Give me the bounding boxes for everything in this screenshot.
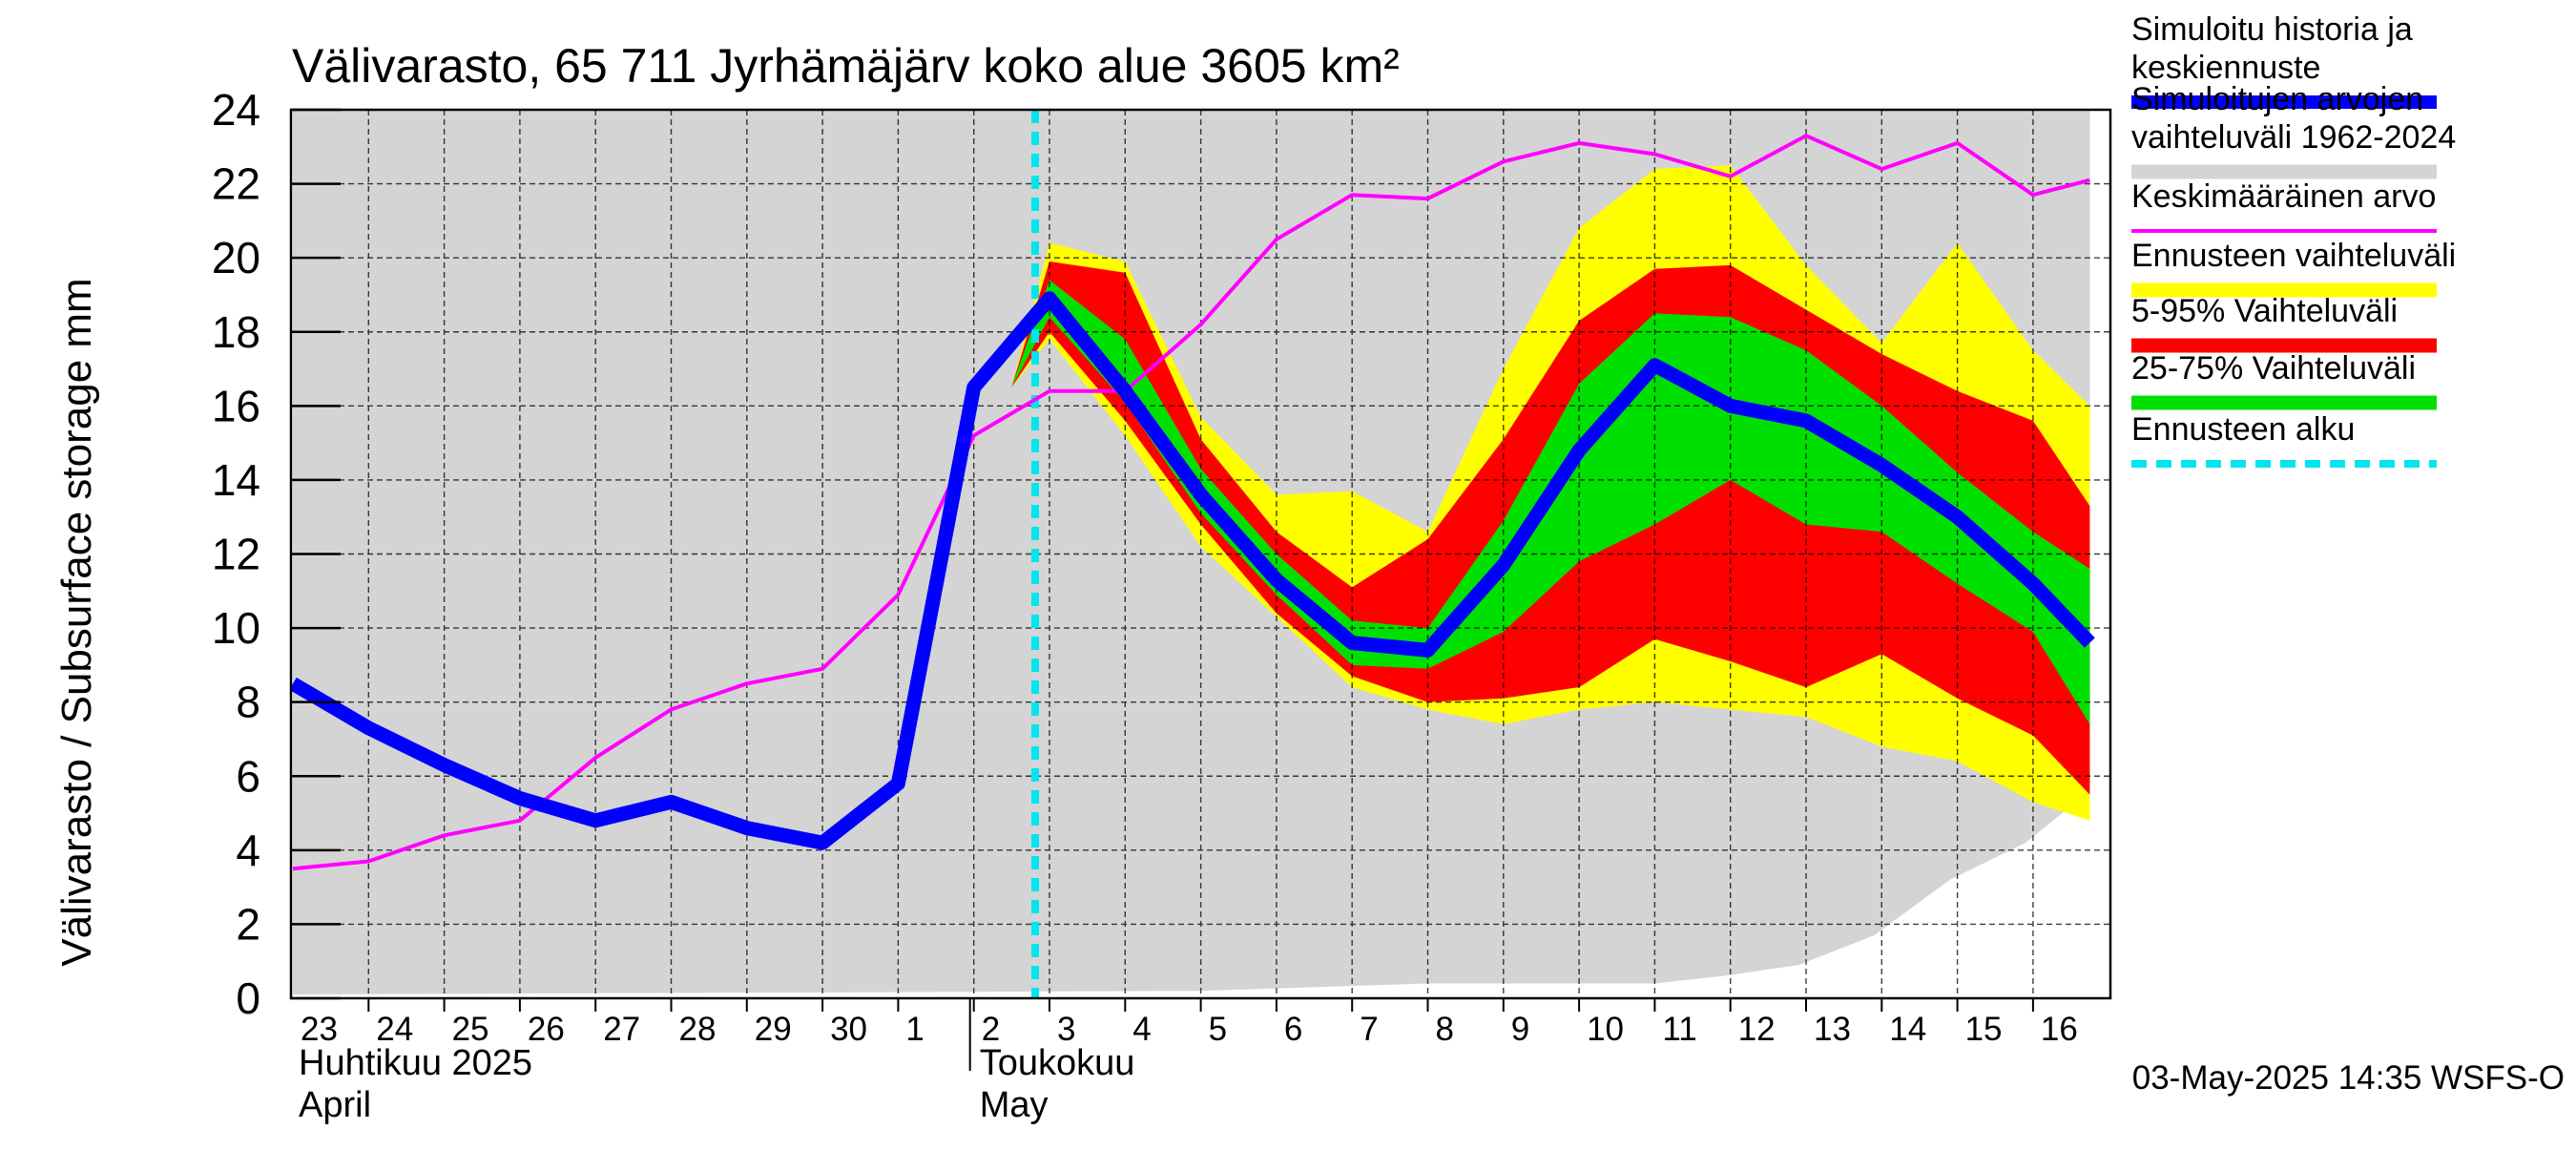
y-tick-label: 24 bbox=[212, 85, 260, 135]
x-tick-label: 9 bbox=[1511, 1011, 1529, 1048]
bands-group bbox=[293, 110, 2090, 995]
y-tick-label: 6 bbox=[236, 751, 260, 801]
x-tick-label: 2 bbox=[982, 1011, 1000, 1048]
y-axis-label: Välivarasto / Subsurface storage mm bbox=[53, 278, 100, 966]
lines-group bbox=[291, 134, 2095, 871]
x-tick-label: 24 bbox=[376, 1011, 413, 1048]
month-label-en: May bbox=[980, 1085, 1049, 1125]
y-tick-label: 14 bbox=[212, 455, 260, 505]
month-label-fi: Huhtikuu 2025 bbox=[299, 1043, 532, 1083]
month-label-en: April bbox=[299, 1085, 371, 1125]
x-tick-label: 16 bbox=[2041, 1011, 2078, 1048]
x-tick-label: 1 bbox=[905, 1011, 924, 1048]
legend-item-3: Ennusteen vaihteluväli bbox=[2131, 238, 2456, 298]
x-tick-label: 15 bbox=[1965, 1011, 2003, 1048]
legend-item-2: Keskimääräinen arvo bbox=[2131, 178, 2437, 233]
y-tick-label: 4 bbox=[236, 826, 260, 875]
y-tick-label: 20 bbox=[212, 233, 260, 282]
y-tick-label: 16 bbox=[212, 381, 260, 430]
x-tick-label: 4 bbox=[1132, 1011, 1151, 1048]
x-tick-label: 28 bbox=[679, 1011, 717, 1048]
legend-item-5: 25-75% Vaihteluväli bbox=[2131, 350, 2437, 410]
legend: Simuloitu historia jakeskiennusteSimuloi… bbox=[2131, 11, 2456, 468]
y-tick-label: 10 bbox=[212, 603, 260, 653]
legend-item-4: 5-95% Vaihteluväli bbox=[2131, 293, 2437, 353]
x-tick-label: 12 bbox=[1738, 1011, 1776, 1048]
y-tick-label: 8 bbox=[236, 678, 260, 727]
x-tick-label: 29 bbox=[755, 1011, 792, 1048]
x-tick-label: 3 bbox=[1057, 1011, 1075, 1048]
legend-label: vaihteluväli 1962-2024 bbox=[2131, 119, 2456, 156]
y-tick-label: 0 bbox=[236, 973, 260, 1023]
x-tick-label: 23 bbox=[301, 1011, 338, 1048]
x-tick-label: 7 bbox=[1360, 1011, 1378, 1048]
x-tick-label: 26 bbox=[528, 1011, 565, 1048]
series-line-1 bbox=[291, 291, 2095, 850]
legend-label: Ennusteen vaihteluväli bbox=[2131, 238, 2456, 274]
legend-label: Simuloitu historia ja bbox=[2131, 11, 2413, 48]
legend-label: 5-95% Vaihteluväli bbox=[2131, 293, 2398, 329]
legend-label: Ennusteen alku bbox=[2131, 411, 2355, 448]
x-tick-label: 30 bbox=[830, 1011, 867, 1048]
y-tick-label: 12 bbox=[212, 530, 260, 579]
series-line-0 bbox=[292, 134, 2090, 871]
x-tick-label: 13 bbox=[1814, 1011, 1851, 1048]
x-tick-label: 8 bbox=[1436, 1011, 1454, 1048]
legend-label: Keskimääräinen arvo bbox=[2131, 178, 2436, 215]
x-tick-label: 10 bbox=[1587, 1011, 1624, 1048]
legend-label: Simuloitujen arvojen bbox=[2131, 81, 2423, 117]
x-tick-label: 14 bbox=[1889, 1011, 1926, 1048]
x-tick-label: 27 bbox=[603, 1011, 640, 1048]
chart-title: Välivarasto, 65 711 Jyrhämäjärv koko alu… bbox=[292, 39, 1400, 93]
y-tick-label: 18 bbox=[212, 307, 260, 357]
x-tick-label: 5 bbox=[1209, 1011, 1227, 1048]
legend-label: 25-75% Vaihteluväli bbox=[2131, 350, 2416, 387]
legend-item-6: Ennusteen alku bbox=[2131, 411, 2437, 468]
month-label-fi: Toukokuu bbox=[980, 1043, 1135, 1083]
legend-label: keskiennuste bbox=[2131, 50, 2320, 86]
x-tick-label: 11 bbox=[1662, 1011, 1696, 1048]
y-tick-label: 2 bbox=[236, 899, 260, 949]
x-tick-label: 6 bbox=[1284, 1011, 1302, 1048]
timestamp: 03-May-2025 14:35 WSFS-O bbox=[2132, 1059, 2565, 1097]
x-tick-label: 25 bbox=[452, 1011, 489, 1048]
y-tick-label: 22 bbox=[212, 159, 260, 209]
